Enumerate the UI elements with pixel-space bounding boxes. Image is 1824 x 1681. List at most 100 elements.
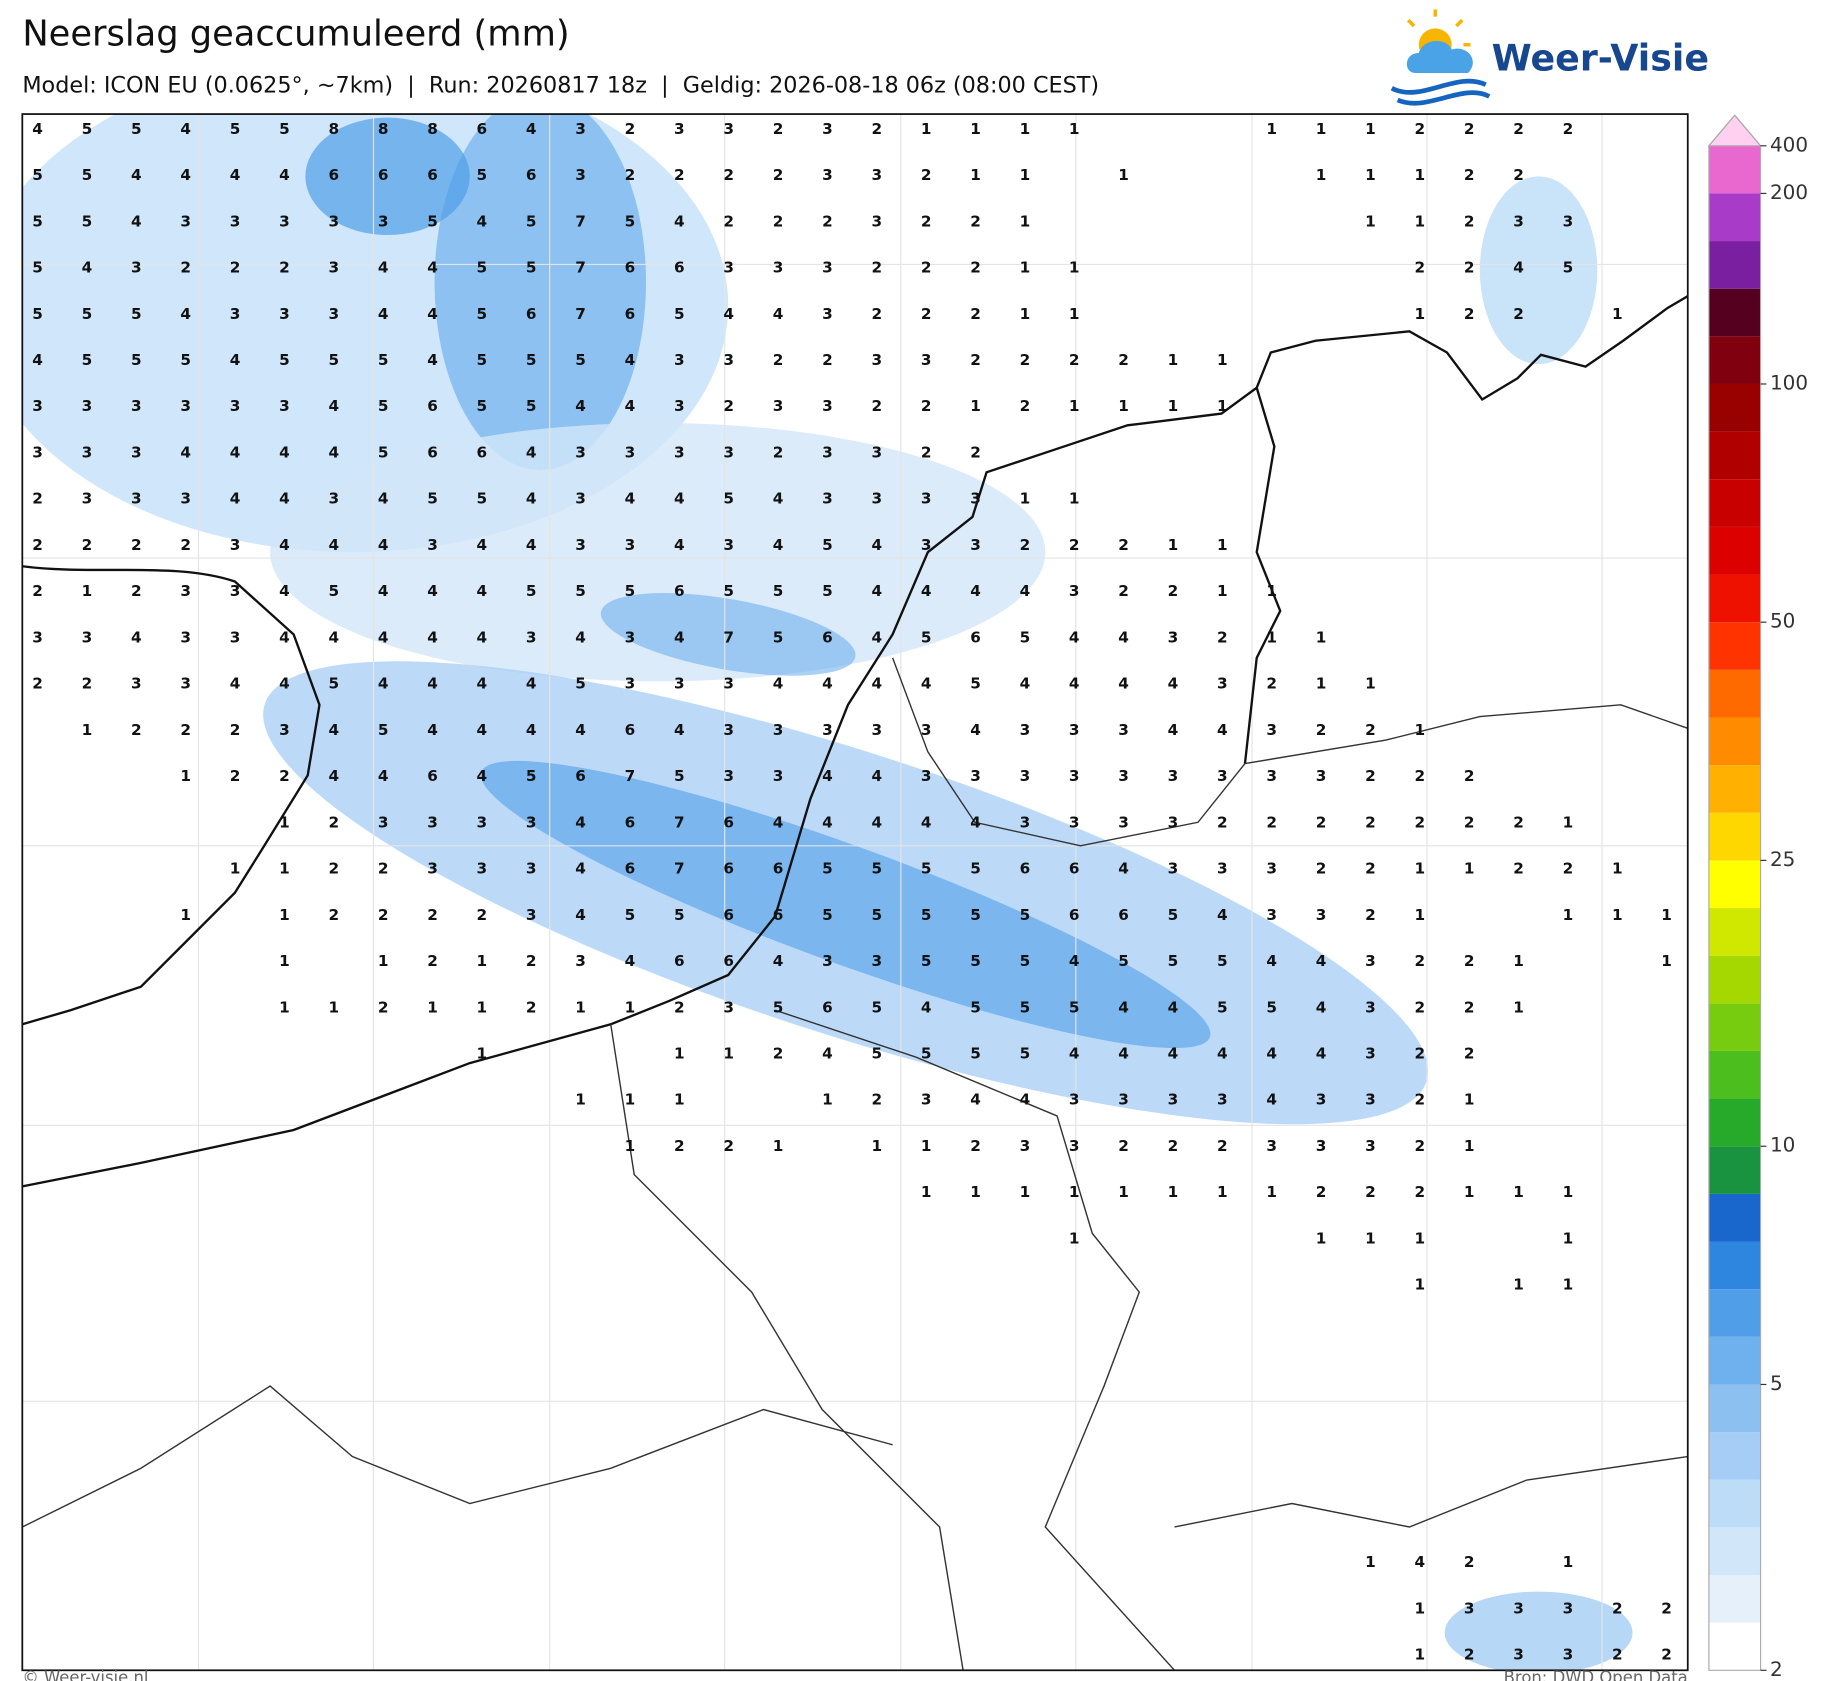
precip-value: 5 — [723, 490, 734, 508]
precip-value: 2 — [477, 906, 488, 924]
precip-value: 4 — [871, 536, 882, 554]
precip-value: 4 — [230, 443, 241, 461]
precip-value: 4 — [378, 259, 389, 277]
precip-value: 5 — [822, 860, 833, 878]
precip-value: 2 — [1661, 1646, 1672, 1664]
precip-value: 5 — [279, 351, 290, 369]
precip-value: 3 — [822, 120, 833, 138]
precip-value: 1 — [1020, 120, 1031, 138]
precip-value: 5 — [230, 120, 241, 138]
precip-value: 5 — [625, 582, 636, 600]
precip-value: 5 — [1020, 628, 1031, 646]
colorbar-segment — [1708, 765, 1761, 813]
precip-value: 2 — [131, 582, 142, 600]
precip-value: 3 — [427, 536, 438, 554]
precip-value: 1 — [1464, 860, 1475, 878]
precip-value: 5 — [773, 582, 784, 600]
precip-value: 2 — [1612, 1646, 1623, 1664]
precip-value: 3 — [1266, 906, 1277, 924]
precip-value: 3 — [921, 490, 932, 508]
precip-value: 4 — [180, 166, 191, 184]
precip-value: 2 — [1118, 1137, 1129, 1155]
precip-value: 3 — [378, 813, 389, 831]
precip-value: 4 — [822, 1044, 833, 1062]
precip-value: 4 — [822, 767, 833, 785]
precip-value: 4 — [526, 443, 537, 461]
precip-value: 3 — [180, 212, 191, 230]
precip-value: 6 — [328, 166, 339, 184]
colorbar-tick-label: 5 — [1770, 1371, 1783, 1395]
precip-value: 1 — [427, 998, 438, 1016]
precip-value: 2 — [773, 212, 784, 230]
precip-value: 2 — [871, 120, 882, 138]
precip-value: 2 — [871, 397, 882, 415]
precip-value: 2 — [1464, 1646, 1475, 1664]
precip-value: 2 — [526, 998, 537, 1016]
precip-value: 5 — [970, 906, 981, 924]
precip-value: 2 — [1069, 536, 1080, 554]
precip-value: 4 — [131, 212, 142, 230]
precip-value: 1 — [1217, 351, 1228, 369]
precip-value: 1 — [1563, 906, 1574, 924]
precip-value: 4 — [427, 628, 438, 646]
precip-value: 3 — [970, 490, 981, 508]
precip-value: 1 — [1563, 1229, 1574, 1247]
precip-value: 1 — [1168, 351, 1179, 369]
precip-value: 1 — [1069, 397, 1080, 415]
precip-value: 1 — [970, 1183, 981, 1201]
precip-value: 5 — [328, 582, 339, 600]
precip-value: 3 — [131, 490, 142, 508]
precip-value: 4 — [328, 443, 339, 461]
precip-value: 6 — [427, 166, 438, 184]
precip-value: 2 — [1414, 1044, 1425, 1062]
precip-value: 4 — [378, 767, 389, 785]
precip-value: 4 — [575, 721, 586, 739]
precip-value: 2 — [970, 1137, 981, 1155]
precip-value: 1 — [1069, 305, 1080, 323]
precip-value: 5 — [180, 351, 191, 369]
precip-value: 1 — [1266, 1183, 1277, 1201]
precip-value: 3 — [131, 259, 142, 277]
precip-value: 5 — [1266, 998, 1277, 1016]
colorbar-segment — [1708, 1289, 1761, 1337]
precip-value: 3 — [575, 443, 586, 461]
precip-value: 1 — [1168, 397, 1179, 415]
colorbar-segment — [1708, 336, 1761, 384]
precip-value: 3 — [822, 305, 833, 323]
precip-value: 2 — [1266, 675, 1277, 693]
precip-value: 1 — [970, 397, 981, 415]
precip-value: 7 — [723, 628, 734, 646]
precip-value: 4 — [328, 628, 339, 646]
precip-value: 4 — [1118, 628, 1129, 646]
precip-value: 2 — [32, 490, 43, 508]
precip-value: 1 — [970, 120, 981, 138]
precip-value: 2 — [871, 1091, 882, 1109]
precip-value: 6 — [822, 998, 833, 1016]
precip-value: 4 — [131, 166, 142, 184]
precip-value: 3 — [180, 490, 191, 508]
precip-value: 4 — [625, 351, 636, 369]
precip-value: 3 — [131, 443, 142, 461]
precip-value: 4 — [921, 675, 932, 693]
precip-value: 4 — [131, 628, 142, 646]
precip-value: 4 — [1316, 952, 1327, 970]
precip-value: 2 — [1414, 1137, 1425, 1155]
precip-value: 4 — [970, 1091, 981, 1109]
precip-value: 1 — [477, 998, 488, 1016]
precip-values: 4 5 5 4 5 5 8 8 8 6 4 3 2 3 3 2 3 2 1 1 1 1 1 1 1 2 2 2 2 5 5 4 4 4 4 6 6 6 5 6… — [32, 120, 1672, 1664]
precip-value: 3 — [723, 998, 734, 1016]
precip-value: 2 — [1316, 860, 1327, 878]
colorbar-segment — [1708, 193, 1761, 242]
precip-value: 4 — [477, 536, 488, 554]
precip-value: 2 — [180, 721, 191, 739]
precip-value: 1 — [1414, 860, 1425, 878]
precip-value: 2 — [773, 351, 784, 369]
precip-value: 3 — [526, 628, 537, 646]
precip-value: 3 — [279, 397, 290, 415]
precip-value: 2 — [1414, 998, 1425, 1016]
precip-value: 4 — [1020, 582, 1031, 600]
precip-value: 1 — [1069, 490, 1080, 508]
precip-value: 6 — [625, 721, 636, 739]
precip-value: 2 — [723, 397, 734, 415]
